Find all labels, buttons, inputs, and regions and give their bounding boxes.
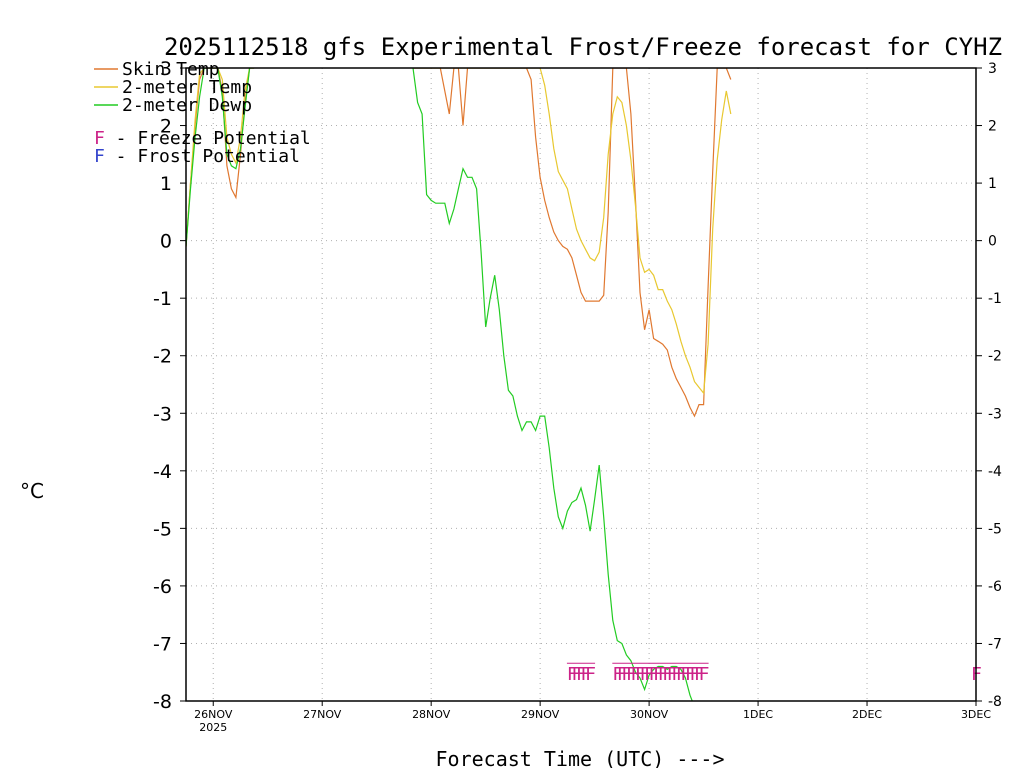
y-tick-label: 1 <box>160 173 172 195</box>
legend-flag-text: - Freeze Potential <box>105 128 311 149</box>
freeze-flag-marker: F <box>621 664 632 685</box>
x-tick-sublabel: 2025 <box>199 721 227 734</box>
freeze-flag-marker: F <box>667 664 678 685</box>
freeze-flag-marker: F <box>676 664 687 685</box>
plot-frame <box>185 67 977 702</box>
freeze-flag-marker: F <box>694 664 705 685</box>
freeze-flag-marker: F <box>662 664 673 685</box>
freeze-flag-marker: F <box>612 664 623 685</box>
y-axis-ticks: -8 -8 -7 -7 -6 -6 -5 -5 -4 -4 -3 -3 -2 -2 -1 -1 0 0 1 1 2 2 3 3 <box>153 58 1002 713</box>
y-tick-label-right: 2 <box>988 119 997 135</box>
plot-border <box>185 67 977 702</box>
y-tick-label: -8 <box>153 691 172 713</box>
y-tick-label: -7 <box>153 633 172 655</box>
y-tick-label-right: -6 <box>988 579 1002 595</box>
freeze-flag-marker: F <box>576 664 587 685</box>
series-line-2-meter-temp <box>186 68 255 247</box>
x-tick-label: 29NOV <box>521 708 560 721</box>
y-tick-label-right: -5 <box>988 521 1002 537</box>
y-axis-label: °C <box>20 479 44 503</box>
x-tick-label: 30NOV <box>630 708 669 721</box>
y-tick-label-right: 1 <box>988 176 997 192</box>
legend-flag-letter: F <box>94 146 105 167</box>
y-tick-label: -1 <box>153 288 172 310</box>
legend-flag-entry: F - Frost Potential <box>94 146 300 167</box>
y-tick-label: 0 <box>160 231 172 253</box>
freeze-flag-marker: F <box>690 664 701 685</box>
freeze-flag-marker: F <box>571 664 582 685</box>
freeze-flag-marker: F <box>640 664 651 685</box>
freeze-flag-marker: F <box>635 664 646 685</box>
y-tick-label: -2 <box>153 346 172 368</box>
freeze-flag-marker: F <box>649 664 660 685</box>
series-line-2-meter-temp <box>413 68 732 395</box>
y-tick-label-right: -3 <box>988 406 1002 422</box>
legend-label: Skin Temp <box>122 59 220 80</box>
x-tick-label: 27NOV <box>303 708 342 721</box>
y-tick-label: -3 <box>153 403 172 425</box>
x-tick-label: 28NOV <box>412 708 451 721</box>
y-tick-label-right: 0 <box>988 234 997 250</box>
legend-flag-entry: F - Freeze Potential <box>94 128 311 149</box>
y-tick-label: -5 <box>153 518 172 540</box>
freeze-flag-marker: F <box>685 664 696 685</box>
freeze-flag-marker: F <box>585 664 596 685</box>
freeze-flag-marker: F <box>658 664 669 685</box>
y-tick-label-right: -7 <box>988 636 1002 652</box>
y-tick-label: -4 <box>153 461 172 483</box>
series-line-skin-temp <box>413 68 732 418</box>
series-line-2-meter-dewp <box>186 68 255 247</box>
freeze-flag-marker: F <box>644 664 655 685</box>
x-tick-label: 1DEC <box>743 708 773 721</box>
gridlines <box>186 68 977 701</box>
legend-label: 2-meter Temp <box>122 77 252 98</box>
freeze-flag-marker: F <box>680 664 691 685</box>
freeze-flag-marker: F <box>626 664 637 685</box>
freeze-flag-marker: F <box>567 664 578 685</box>
x-tick-label: 2DEC <box>852 708 882 721</box>
y-tick-label-right: -8 <box>988 694 1002 710</box>
freeze-flag-marker: F <box>671 664 682 685</box>
y-tick-label: 3 <box>160 58 172 80</box>
freeze-flag-marker: F <box>699 664 710 685</box>
freeze-flag-marker: F <box>653 664 664 685</box>
freeze-flag-marker: F <box>617 664 628 685</box>
freeze-flag-marker: F <box>581 664 592 685</box>
y-tick-label-right: 3 <box>988 61 997 77</box>
y-tick-label: 2 <box>160 116 172 138</box>
legend-label: 2-meter Dewp <box>122 95 252 116</box>
y-tick-label-right: -2 <box>988 349 1002 365</box>
legend-flag-text: - Frost Potential <box>105 146 300 167</box>
x-axis-label: Forecast Time (UTC) ---> <box>436 747 725 768</box>
freeze-flag-marker: F <box>630 664 641 685</box>
legend-flag-letter: F <box>94 128 105 149</box>
y-tick-label: -6 <box>153 576 172 598</box>
series-lines <box>186 68 732 701</box>
series-line-2-meter-dewp <box>412 68 693 701</box>
y-tick-label-right: -4 <box>988 464 1002 480</box>
y-tick-label-right: -1 <box>988 291 1002 307</box>
x-tick-label: 26NOV <box>194 708 233 721</box>
chart-title: 2025112518 gfs Experimental Frost/Freeze… <box>164 33 1002 61</box>
x-tick-label: 3DEC <box>961 708 991 721</box>
